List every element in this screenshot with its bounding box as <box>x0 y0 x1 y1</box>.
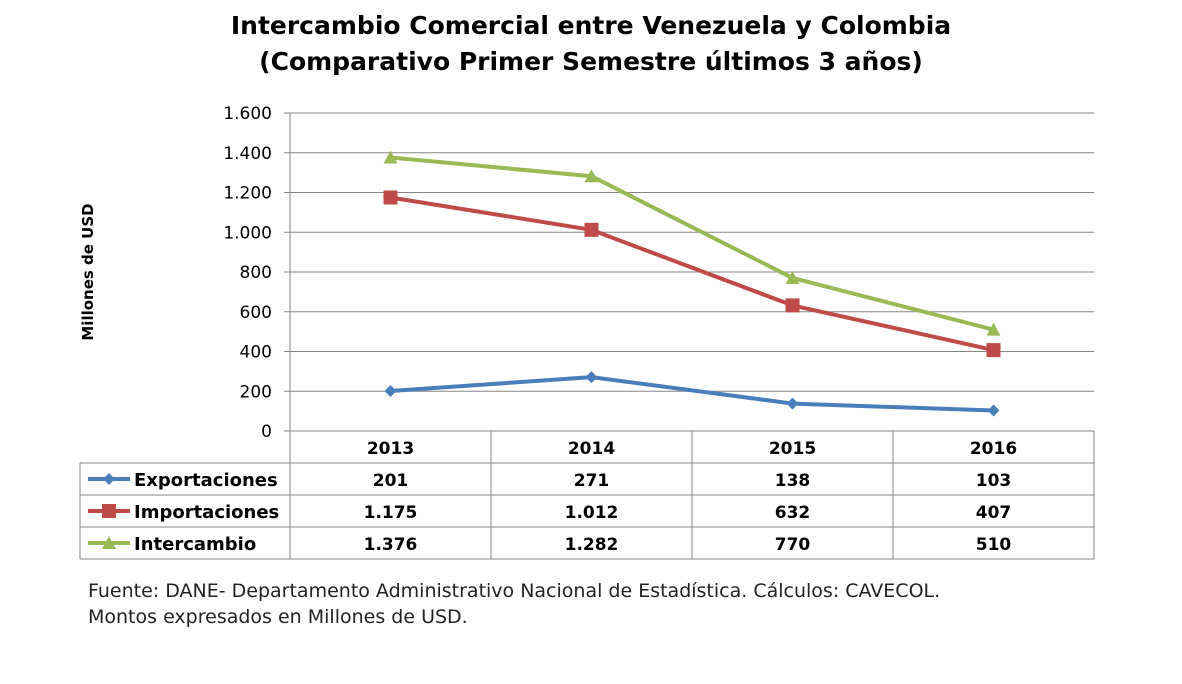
data-point-intercambio <box>785 270 800 284</box>
table-value: 103 <box>976 471 1012 491</box>
legend-label: Exportaciones <box>134 470 278 491</box>
table-value: 407 <box>976 503 1012 523</box>
table-value: 632 <box>775 503 811 523</box>
table-value: 1.376 <box>364 535 418 555</box>
table-value: 271 <box>574 471 610 491</box>
table-value: 1.282 <box>565 535 619 555</box>
data-point-importaciones <box>785 298 800 313</box>
y-tick-label: 1.400 <box>223 144 272 164</box>
data-point-exportaciones <box>384 385 397 398</box>
series-line-importaciones <box>388 195 996 353</box>
legend-key-marker <box>102 504 116 518</box>
data-point-exportaciones <box>786 397 799 410</box>
data-point-importaciones <box>584 222 599 237</box>
y-tick-label: 0 <box>261 422 272 442</box>
y-tick-label: 800 <box>240 263 272 283</box>
table-value: 1.175 <box>364 503 418 523</box>
table-value: 138 <box>775 471 811 491</box>
data-point-intercambio <box>383 150 398 164</box>
y-tick-label: 1.200 <box>223 184 272 204</box>
table-category-label: 2013 <box>367 439 414 459</box>
series-line-intercambio <box>388 155 996 332</box>
table-value: 201 <box>373 471 409 491</box>
chart-title-line1: Intercambio Comercial entre Venezuela y … <box>230 11 952 40</box>
y-tick-label: 1.000 <box>223 223 272 243</box>
table-value: 510 <box>976 535 1012 555</box>
chart-title: Intercambio Comercial entre Venezuela y … <box>0 8 1182 80</box>
data-point-intercambio <box>584 169 599 183</box>
data-point-intercambio <box>986 322 1001 336</box>
y-tick-label: 1.600 <box>223 104 272 124</box>
y-tick-label: 600 <box>240 303 272 323</box>
legend-key-marker <box>103 473 115 485</box>
data-point-exportaciones <box>585 371 598 384</box>
chart-title-line2: (Comparativo Primer Semestre últimos 3 a… <box>259 47 923 76</box>
table-value: 1.012 <box>565 503 619 523</box>
y-tick-label: 200 <box>240 382 272 402</box>
data-point-exportaciones <box>987 404 1000 417</box>
table-category-label: 2014 <box>568 439 615 459</box>
source-line2: Montos expresados en Millones de USD. <box>88 606 468 628</box>
series-line-exportaciones <box>388 375 996 413</box>
source-line1: Fuente: DANE- Departamento Administrativ… <box>88 580 941 602</box>
source-note: Fuente: DANE- Departamento Administrativ… <box>88 578 940 630</box>
data-point-importaciones <box>383 190 398 205</box>
data-point-importaciones <box>986 343 1001 358</box>
legend-key-marker <box>102 536 116 549</box>
table-value: 770 <box>775 535 811 555</box>
legend-label: Importaciones <box>134 502 279 523</box>
table-category-label: 2016 <box>970 439 1017 459</box>
y-tick-label: 400 <box>240 343 272 363</box>
legend-label: Intercambio <box>134 534 256 555</box>
table-category-label: 2015 <box>769 439 816 459</box>
